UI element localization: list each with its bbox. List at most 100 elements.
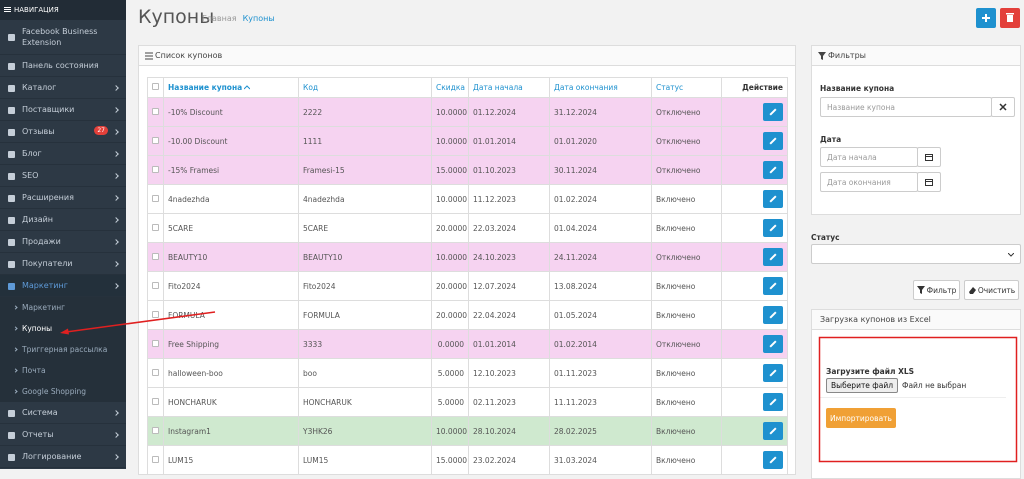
file-button[interactable]: Выберите файл: [826, 378, 898, 393]
menu-item[interactable]: Расширения: [0, 187, 126, 209]
cell: 4nadezhda: [298, 184, 432, 214]
header-cell[interactable]: Статус: [651, 77, 722, 98]
name-input[interactable]: Название купона: [820, 97, 992, 117]
cell: [721, 213, 788, 243]
edit-icon: [769, 253, 777, 261]
menu-item[interactable]: Отчеты: [0, 424, 126, 446]
checkbox[interactable]: [152, 310, 159, 318]
checkbox[interactable]: [152, 339, 159, 347]
label: Статус: [811, 233, 840, 242]
cell: [147, 358, 164, 388]
menu-item[interactable]: Продажи: [0, 231, 126, 253]
cell: 5CARE: [163, 213, 299, 243]
header-cell[interactable]: Дата окончания: [549, 77, 652, 98]
edit-button[interactable]: [763, 103, 783, 121]
cell: 24.10.2023: [468, 242, 550, 272]
calendar-button[interactable]: [917, 172, 941, 192]
header-cell[interactable]: Дата начала: [468, 77, 550, 98]
date-start-input[interactable]: Дата начала: [820, 147, 918, 167]
filter-button[interactable]: Фильтр: [913, 280, 960, 300]
menu-item[interactable]: Facebook Business Extension: [0, 20, 126, 55]
submenu-item[interactable]: Почта: [0, 360, 126, 381]
date-end-input[interactable]: Дата окончания: [820, 172, 918, 192]
edit-button[interactable]: [763, 190, 783, 208]
menu-item[interactable]: Панель состояния: [0, 55, 126, 77]
delete-button[interactable]: [1000, 8, 1020, 28]
menu-icon: [8, 150, 15, 158]
chevron: [113, 150, 119, 157]
calendar-button[interactable]: [917, 147, 941, 167]
status-select[interactable]: [811, 244, 1021, 264]
add-button[interactable]: [976, 8, 996, 28]
edit-button[interactable]: [763, 422, 783, 440]
menu-item[interactable]: Дизайн: [0, 209, 126, 231]
cell: 11.11.2023: [549, 387, 652, 417]
checkbox[interactable]: [152, 107, 159, 115]
checkbox[interactable]: [152, 397, 159, 405]
edit-button[interactable]: [763, 132, 783, 150]
checkbox[interactable]: [152, 165, 159, 173]
panel-header: Список купонов: [139, 46, 795, 66]
checkbox[interactable]: [152, 426, 159, 434]
checkbox[interactable]: [152, 281, 159, 289]
submenu-item[interactable]: Купоны: [0, 318, 126, 339]
submenu-item[interactable]: Триггерная рассылка: [0, 339, 126, 360]
breadcrumb-link[interactable]: Купоны: [242, 14, 275, 23]
panel-header: Загрузка купонов из Excel: [812, 310, 1020, 330]
menu-item[interactable]: Блог: [0, 143, 126, 165]
placeholder: Дата начала: [827, 152, 877, 162]
checkbox[interactable]: [152, 83, 159, 90]
coupon-row: Fito2024 Fito2024 20.0000 12.07.2024 13.08.2…: [147, 271, 788, 301]
edit-button[interactable]: [763, 248, 783, 266]
checkbox[interactable]: [152, 368, 159, 376]
menu-icon: [8, 409, 15, 417]
checkbox[interactable]: [152, 223, 159, 231]
submenu-item[interactable]: Маркетинг: [0, 297, 126, 318]
header-cell[interactable]: Код: [298, 77, 432, 98]
clear-name-button[interactable]: [991, 97, 1015, 117]
menu-item[interactable]: Покупатели: [0, 253, 126, 275]
menu-label: Система: [22, 408, 58, 417]
menu-item[interactable]: Отзывы 27: [0, 121, 126, 143]
menu-item[interactable]: SEO: [0, 165, 126, 187]
coupon-row: Free Shipping 3333 0.0000 01.01.2014 01.02.2…: [147, 329, 788, 359]
checkbox[interactable]: [152, 194, 159, 202]
cell: 12.10.2023: [468, 358, 550, 388]
clear-button[interactable]: Очистить: [964, 280, 1019, 300]
menu-item[interactable]: Каталог: [0, 77, 126, 99]
breadcrumb: Главная Купоны: [202, 14, 275, 23]
menu-item[interactable]: Логгирование: [0, 446, 126, 468]
cell: Отключено: [651, 126, 722, 156]
edit-button[interactable]: [763, 306, 783, 324]
submenu-label: Google Shopping: [22, 387, 87, 396]
coupon-row: -10.00 Discount 1111 10.0000 01.01.2014 01.0…: [147, 126, 788, 156]
edit-button[interactable]: [763, 393, 783, 411]
checkbox[interactable]: [152, 252, 159, 260]
checkbox[interactable]: [152, 136, 159, 144]
placeholder: Название купона: [827, 102, 895, 112]
edit-button[interactable]: [763, 364, 783, 382]
edit-icon: [769, 340, 777, 348]
menu-item[interactable]: Поставщики: [0, 99, 126, 121]
checkbox[interactable]: [152, 455, 159, 463]
menu-item[interactable]: Маркетинг: [0, 275, 126, 297]
cell: 10.0000: [431, 97, 469, 127]
header-cell[interactable]: Название купона: [163, 77, 299, 98]
header-cell: [147, 77, 164, 98]
submenu-item[interactable]: Google Shopping: [0, 381, 126, 402]
header-cell[interactable]: Скидка: [431, 77, 469, 98]
edit-button[interactable]: [763, 277, 783, 295]
menu-item[interactable]: Система: [0, 402, 126, 424]
menu-label: Блог: [22, 149, 42, 158]
edit-button[interactable]: [763, 219, 783, 237]
cell: halloween-boo: [163, 358, 299, 388]
button-label: Очистить: [977, 285, 1016, 295]
edit-button[interactable]: [763, 451, 783, 469]
upload-panel: Загрузка купонов из Excel Загрузите файл…: [811, 309, 1021, 479]
badge: 27: [94, 126, 108, 135]
cell: Включено: [651, 416, 722, 446]
breadcrumb-link[interactable]: Главная: [202, 14, 237, 23]
edit-button[interactable]: [763, 335, 783, 353]
edit-button[interactable]: [763, 161, 783, 179]
import-button[interactable]: Импортировать: [826, 408, 896, 428]
